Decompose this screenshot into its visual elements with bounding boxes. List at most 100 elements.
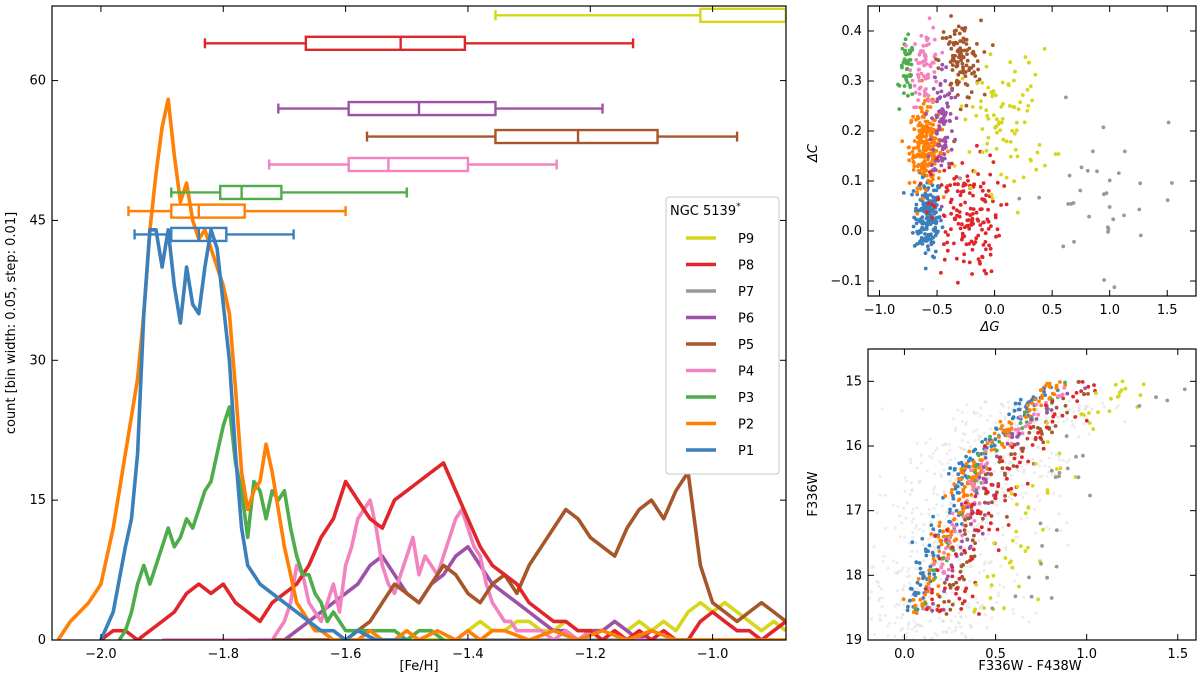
cmd-x-tick-label: 1.0 <box>1076 647 1097 662</box>
cmd-x-tick-label: 0.0 <box>894 647 915 662</box>
cmd-point <box>886 566 890 570</box>
chromosome-map-point <box>956 221 961 226</box>
cmd-point <box>976 485 981 490</box>
cmd-point <box>927 543 932 548</box>
cmd-point <box>1025 516 1029 520</box>
cmd-point <box>980 603 984 607</box>
chromosome-map-point <box>963 70 968 74</box>
chromosome-map-point <box>954 60 959 64</box>
cmd-point <box>981 470 985 474</box>
chromosome-map-point <box>916 208 921 213</box>
cmd-point <box>942 581 947 585</box>
cmd-point <box>962 528 967 532</box>
cmd-point <box>1013 594 1018 599</box>
chromosome-map-point <box>1112 285 1117 290</box>
cmd-point <box>988 596 993 600</box>
chromosome-map-point <box>994 234 998 239</box>
cmd-point <box>986 418 990 422</box>
cmd-point <box>1009 491 1014 495</box>
cmd-point <box>993 462 997 465</box>
cmd-point <box>964 423 968 427</box>
cmd-point <box>917 561 922 565</box>
chromosome-map-point <box>955 63 960 68</box>
cmd-point <box>918 583 923 587</box>
cmd-point <box>960 574 965 579</box>
chromosome-map-point <box>967 150 972 154</box>
cmd-point <box>930 597 934 602</box>
legend-entry-p6: P6 <box>686 312 754 327</box>
cmd-point <box>1074 391 1079 395</box>
cmd-point <box>1047 470 1051 474</box>
cmd-point <box>1067 399 1071 403</box>
cmd-point <box>873 633 876 636</box>
cmd-point <box>965 505 970 509</box>
cmd-point <box>1045 474 1049 478</box>
cmd-point <box>1084 404 1088 408</box>
chromosome-map-x-tick-label: 1.0 <box>1099 303 1120 318</box>
cmd-point <box>910 489 914 492</box>
chromosome-map-point <box>980 127 985 131</box>
cmd-point <box>935 568 940 573</box>
cmd-point <box>977 522 981 526</box>
chromosome-map-point <box>937 125 942 129</box>
chromosome-map-point <box>949 147 954 152</box>
chromosome-map-point <box>994 93 998 98</box>
cmd-point <box>975 600 979 604</box>
chromosome-map-point <box>960 161 965 165</box>
chromosome-map-point <box>991 89 996 93</box>
cmd-point <box>964 454 968 459</box>
chromosome-map-point <box>967 191 972 196</box>
cmd-point <box>1039 403 1043 408</box>
chromosome-map-point <box>933 225 938 230</box>
cmd-point <box>983 444 987 448</box>
cmd-point <box>970 538 975 543</box>
cmd-sequence-background <box>868 399 1127 642</box>
cmd-point <box>1004 482 1008 486</box>
cmd-point <box>1045 488 1050 492</box>
cmd-point <box>950 568 955 573</box>
cmd-point <box>1020 483 1024 487</box>
cmd-point <box>954 508 959 513</box>
chromosome-map-point <box>923 134 928 139</box>
cmd-point <box>925 469 929 473</box>
cmd-point <box>906 604 910 609</box>
histogram-frame <box>51 5 787 641</box>
chromosome-map-point <box>958 39 963 43</box>
cmd-point <box>948 479 952 483</box>
cmd-point <box>915 506 919 510</box>
cmd-point <box>910 549 914 553</box>
cmd-point <box>992 443 997 448</box>
cmd-point <box>1016 535 1020 539</box>
chromosome-map-point <box>920 242 925 246</box>
cmd-point <box>933 548 937 551</box>
cmd-point <box>973 467 978 471</box>
cmd-point <box>1120 379 1125 384</box>
cmd-point <box>895 561 899 565</box>
chromosome-map-point <box>952 241 956 246</box>
cmd-point <box>942 589 946 594</box>
cmd-point <box>989 559 993 563</box>
cmd-point <box>967 605 971 609</box>
cmd-point <box>1013 401 1018 406</box>
cmd-point <box>935 493 939 497</box>
cmd-point <box>973 607 977 612</box>
cmd-point <box>905 600 908 604</box>
chromosome-map-point <box>1106 230 1110 234</box>
cmd-point <box>967 449 972 454</box>
cmd-point <box>1054 405 1059 410</box>
cmd-point <box>961 509 965 514</box>
cmd-point <box>973 412 977 416</box>
cmd-point <box>942 468 946 472</box>
chromosome-map-point <box>940 62 945 67</box>
chromosome-map-point <box>948 34 953 39</box>
cmd-point <box>1036 597 1041 602</box>
chromosome-map-point <box>938 83 943 87</box>
cmd-point <box>979 462 984 467</box>
chromosome-map-point <box>1008 140 1013 144</box>
legend-entry-p5: P5 <box>686 338 754 353</box>
chromosome-map-point <box>1122 213 1126 218</box>
legend-label-p6: P6 <box>738 312 754 327</box>
cmd-point <box>952 503 957 508</box>
chromosome-map-point <box>945 101 949 106</box>
cmd-point <box>1117 394 1121 398</box>
